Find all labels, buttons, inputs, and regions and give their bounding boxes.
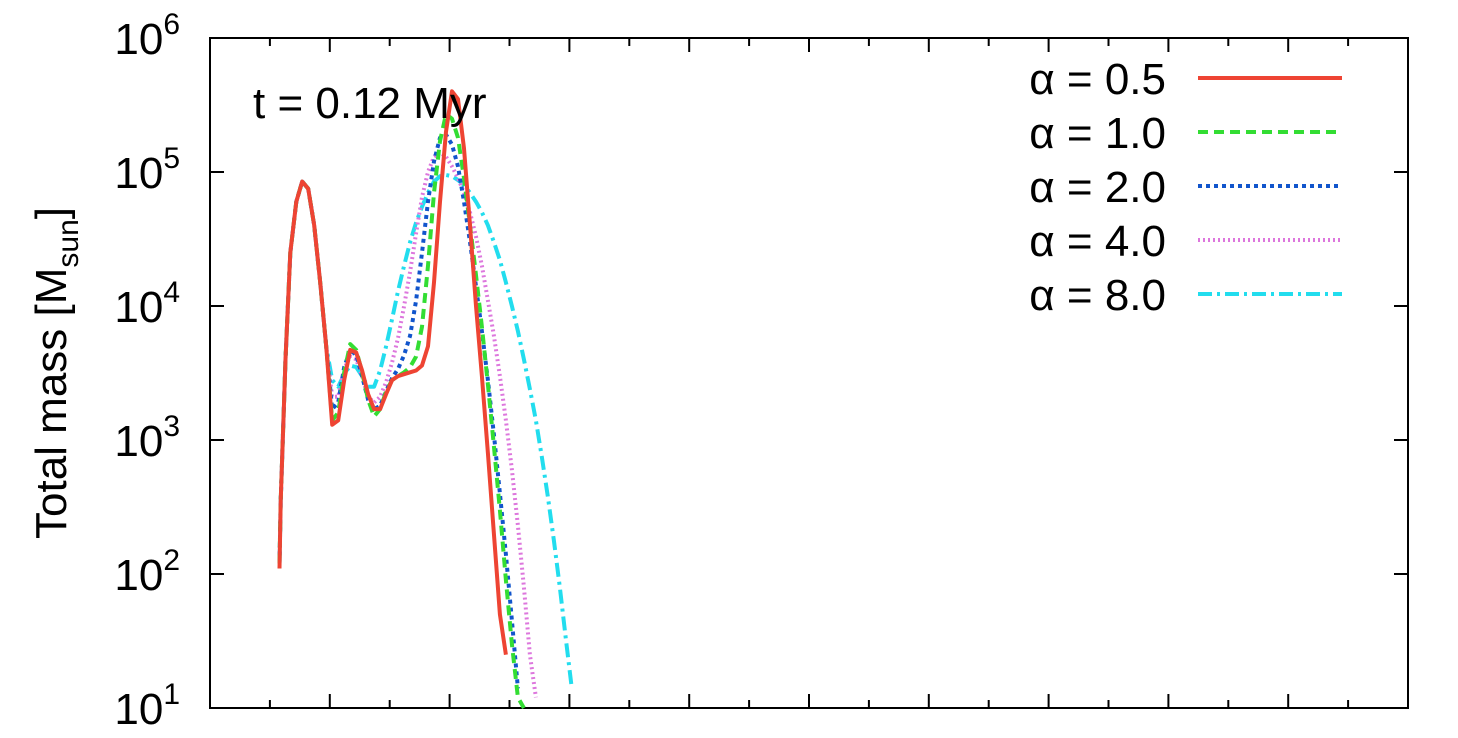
- legend-label: α = 8.0: [1029, 271, 1166, 320]
- legend-label: α = 0.5: [1029, 55, 1166, 104]
- series-line: [277, 89, 508, 655]
- legend-label: α = 4.0: [1029, 217, 1166, 266]
- y-axis-title-close: ]: [27, 207, 76, 219]
- axis-ticks: [210, 37, 1408, 709]
- legend: α = 0.5 α = 1.0 α = 2.0 α = 4.0 α = 8.0: [1029, 55, 1342, 320]
- plot-frame: [209, 37, 1409, 709]
- y-tick-label: 103: [114, 410, 180, 466]
- y-tick-labels: 101 102 103 104 105 106: [114, 8, 180, 734]
- plot-area-border: [209, 37, 1409, 709]
- time-annotation: t = 0.12 Myr: [253, 79, 487, 128]
- y-tick-label: 102: [114, 544, 180, 600]
- series-line: [277, 150, 538, 698]
- series-line: [277, 112, 526, 709]
- series-line: [277, 173, 574, 689]
- legend-label: α = 2.0: [1029, 163, 1166, 212]
- legend-label: α = 1.0: [1029, 109, 1166, 158]
- y-tick-label: 101: [114, 678, 180, 734]
- y-tick-label: 104: [114, 276, 180, 332]
- series-layer: [277, 89, 574, 709]
- series-line: [277, 132, 520, 689]
- y-axis-title-main: Total mass [M: [27, 268, 76, 539]
- y-tick-label: 106: [114, 8, 180, 64]
- svg-text:Total mass [Msun]: Total mass [Msun]: [27, 207, 85, 539]
- y-axis-title-sub: sun: [52, 219, 85, 267]
- y-tick-label: 105: [114, 142, 180, 198]
- y-axis-title: Total mass [Msun]: [27, 207, 85, 539]
